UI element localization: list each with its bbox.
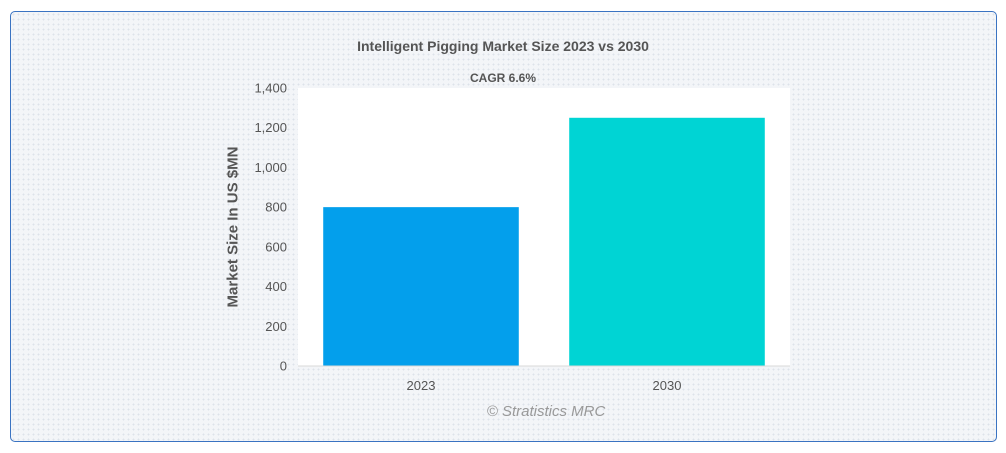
y-tick-label: 1,000	[254, 160, 287, 175]
y-tick-label: 400	[265, 279, 287, 294]
x-tick-label: 2023	[407, 378, 436, 393]
x-axis: 2023 2030	[407, 378, 682, 393]
y-tick-label: 800	[265, 200, 287, 215]
y-tick-label: 1,400	[254, 81, 287, 96]
y-tick-label: 600	[265, 239, 287, 254]
bars	[323, 117, 765, 367]
x-tick-label: 2030	[653, 378, 682, 393]
watermark: © Stratistics MRC	[486, 403, 606, 420]
chart-subtitle: CAGR 6.6%	[469, 71, 537, 85]
bar-2023	[323, 207, 519, 366]
chart-title: Intelligent Pigging Market Size 2023 vs …	[357, 38, 649, 54]
y-axis: 0 200 400 600 800 1,000 1,200 1,400	[254, 81, 287, 374]
y-tick-label: 0	[280, 359, 287, 374]
y-tick-label: 200	[265, 319, 287, 334]
bar-2030	[569, 117, 765, 367]
y-tick-label: 1,200	[254, 120, 287, 135]
